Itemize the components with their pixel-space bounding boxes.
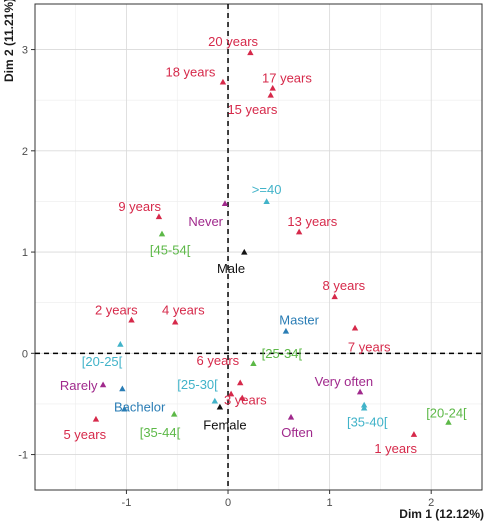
point-never <box>221 200 229 207</box>
point-18-years <box>219 78 227 85</box>
point-label: 18 years <box>165 64 215 79</box>
point-label: Very often <box>315 374 374 389</box>
point-label: [25-34[ <box>262 346 303 361</box>
point-4-years <box>171 318 179 325</box>
y-tick-label: 2 <box>22 146 28 158</box>
point-label: 9 years <box>118 199 161 214</box>
point-label: Often <box>281 425 313 440</box>
point-female <box>216 403 224 410</box>
point-label: >=40 <box>252 182 282 197</box>
point-1-years <box>410 431 418 437</box>
x-tick-label: 2 <box>428 497 434 509</box>
point-9-years <box>155 213 163 220</box>
point-label: 1 years <box>374 441 417 456</box>
point-label: [35-44[ <box>140 425 181 440</box>
point-8-years <box>331 293 338 300</box>
point-label: Female <box>203 418 246 433</box>
point-label: [35-40[ <box>347 415 388 430</box>
point-label: 6 years <box>197 353 240 368</box>
point-label: [20-24[ <box>426 406 467 421</box>
point-6-years <box>237 379 244 386</box>
point-label: Never <box>188 214 223 229</box>
point-40 <box>263 198 270 204</box>
point-label: 8 years <box>323 278 366 293</box>
data-points <box>92 49 452 437</box>
point-25-34 <box>250 360 257 366</box>
point-label: [45-54[ <box>150 243 191 258</box>
point-label: [25-30[ <box>177 377 218 392</box>
point-labels: 20 years 18 years 17 years 15 years >=40 9 ye… <box>60 34 467 456</box>
point-15-years <box>267 91 274 98</box>
point-20-25 <box>117 341 124 347</box>
point-label: 13 years <box>287 214 337 229</box>
point-35-44 <box>170 410 178 417</box>
point-very-often <box>356 388 364 395</box>
point-label: 4 years <box>162 302 205 317</box>
point-label: 5 years <box>63 427 106 442</box>
y-tick-label: 0 <box>22 348 28 360</box>
y-axis-title: Dim 2 (11.21%) <box>2 0 16 82</box>
x-tick-label: 1 <box>327 497 333 509</box>
point-often <box>287 413 295 420</box>
point-label: 2 years <box>95 302 138 317</box>
point-unlabeled-26 <box>360 401 368 408</box>
point-3-years <box>239 394 246 401</box>
point-label: 20 years <box>208 34 258 49</box>
x-axis-title: Dim 1 (12.12%) <box>399 507 484 521</box>
point-label: Master <box>279 312 319 327</box>
point-25-30 <box>211 397 219 404</box>
point-bachelor <box>121 405 128 412</box>
point-label: 7 years <box>348 340 391 355</box>
point-17-years <box>269 84 276 91</box>
y-tick-label: -1 <box>18 450 28 462</box>
point-5-years <box>92 415 100 422</box>
point-label: 17 years <box>262 70 312 85</box>
x-tick-label: 0 <box>225 497 231 509</box>
x-tick-label: -1 <box>122 497 132 509</box>
plot-frame <box>34 3 483 491</box>
point-label: Male <box>217 261 245 276</box>
y-tick-label: 1 <box>22 247 28 259</box>
point-13-years <box>295 228 303 235</box>
point-male <box>241 248 248 255</box>
reference-lines <box>35 4 482 490</box>
point-unlabeled-22 <box>227 390 235 397</box>
point-45-54 <box>158 230 166 237</box>
point-20-24 <box>445 418 452 425</box>
point-label: 3 years <box>224 392 267 407</box>
point-35-40 <box>360 404 368 411</box>
point-unlabeled-21 <box>119 385 126 392</box>
point-2-years <box>128 316 135 323</box>
point-7-years <box>351 324 359 331</box>
point-20-years <box>247 49 254 56</box>
point-rarely <box>99 381 107 388</box>
point-label: Rarely <box>60 378 98 393</box>
point-master <box>282 327 290 334</box>
point-label: [20-25[ <box>82 354 123 369</box>
axis-ticks: -1 0 1 2 -1 0 1 2 3 <box>18 45 434 509</box>
point-label: 15 years <box>227 102 277 117</box>
point-label: Bachelor <box>114 399 166 414</box>
y-tick-label: 3 <box>22 45 28 57</box>
